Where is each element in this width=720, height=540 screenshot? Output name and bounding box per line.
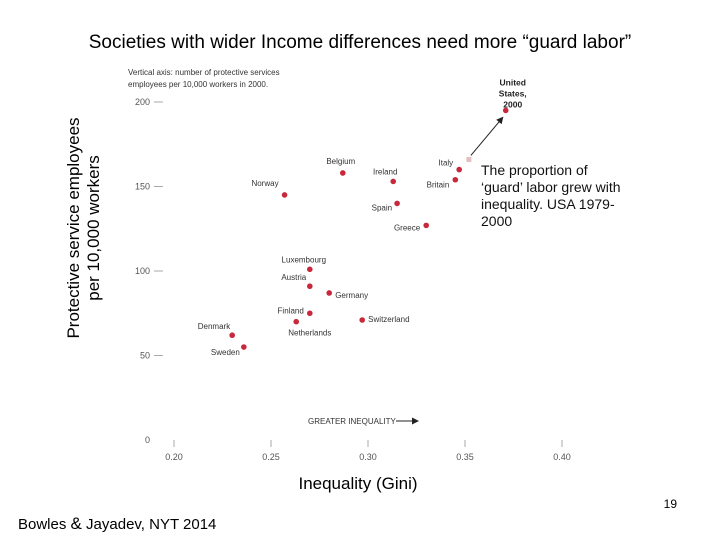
y-tick-label: 100 — [135, 266, 150, 276]
x-tick-label: 0.25 — [262, 452, 280, 462]
x-tick-label: 0.40 — [553, 452, 571, 462]
usa-1979-marker — [466, 156, 472, 162]
source-credit: Bowles & Jayadev, NYT 2014 — [18, 514, 216, 534]
data-point — [359, 317, 365, 323]
data-point — [394, 200, 400, 207]
point-label: United — [500, 77, 526, 87]
point-label: Belgium — [326, 157, 355, 166]
point-label: Italy — [439, 159, 454, 168]
point-label: 2000 — [503, 99, 522, 109]
point-label: States, — [499, 88, 527, 98]
data-point — [390, 178, 397, 185]
data-point — [307, 310, 313, 317]
vertical-axis-note-line1: Vertical axis: number of protective serv… — [128, 68, 280, 77]
point-label: Luxembourg — [282, 255, 326, 264]
data-point — [307, 266, 313, 273]
point-label: Spain — [372, 203, 392, 212]
data-point — [293, 318, 300, 325]
point-label: Netherlands — [288, 329, 331, 338]
point-label: Ireland — [373, 167, 397, 176]
page-number: 19 — [663, 497, 677, 511]
annotation-text: The proportion of ‘guard’ labor grew wit… — [481, 162, 621, 229]
data-point — [241, 344, 247, 350]
point-label: Britain — [427, 181, 450, 190]
point-label: Sweden — [211, 348, 240, 357]
greater-inequality-label: GREATER INEQUALITY — [308, 417, 397, 426]
x-tick-label: 0.30 — [359, 452, 377, 462]
point-label: Denmark — [198, 322, 231, 331]
y-tick-label: 0 — [145, 435, 150, 445]
y-tick-label: 50 — [140, 351, 150, 361]
data-point — [456, 166, 462, 173]
data-point — [452, 176, 459, 183]
data-point — [229, 332, 235, 339]
x-tick-label: 0.20 — [165, 452, 183, 462]
credit-rest: Jayadev, NYT 2014 — [86, 516, 217, 533]
y-tick-label: 200 — [135, 97, 150, 107]
point-label: Austria — [281, 273, 306, 282]
point-label: Switzerland — [368, 315, 409, 324]
x-tick-label: 0.35 — [456, 452, 474, 462]
credit-name: Bowles — [18, 516, 67, 533]
point-label: Germany — [335, 291, 368, 300]
y-tick-label: 150 — [135, 182, 150, 192]
data-point — [423, 222, 430, 229]
point-label: Greece — [394, 223, 421, 232]
vertical-axis-note-line2: employees per 10,000 workers in 2000. — [128, 80, 268, 89]
slide-title: Societies with wider Income differences … — [88, 32, 632, 53]
data-point — [502, 107, 509, 114]
x-axis-title: Inequality (Gini) — [298, 474, 418, 493]
data-point — [307, 283, 313, 290]
data-point — [326, 290, 333, 296]
data-point — [339, 170, 346, 176]
point-label: Norway — [251, 179, 278, 188]
point-label: Finland — [278, 306, 304, 315]
usa-trend-arrow — [470, 116, 504, 156]
credit-ampersand: & — [70, 514, 82, 533]
data-point — [281, 192, 288, 198]
axes: 0 50 100 150 200 0.20 0.25 0.30 0.35 0.40 — [135, 97, 571, 462]
